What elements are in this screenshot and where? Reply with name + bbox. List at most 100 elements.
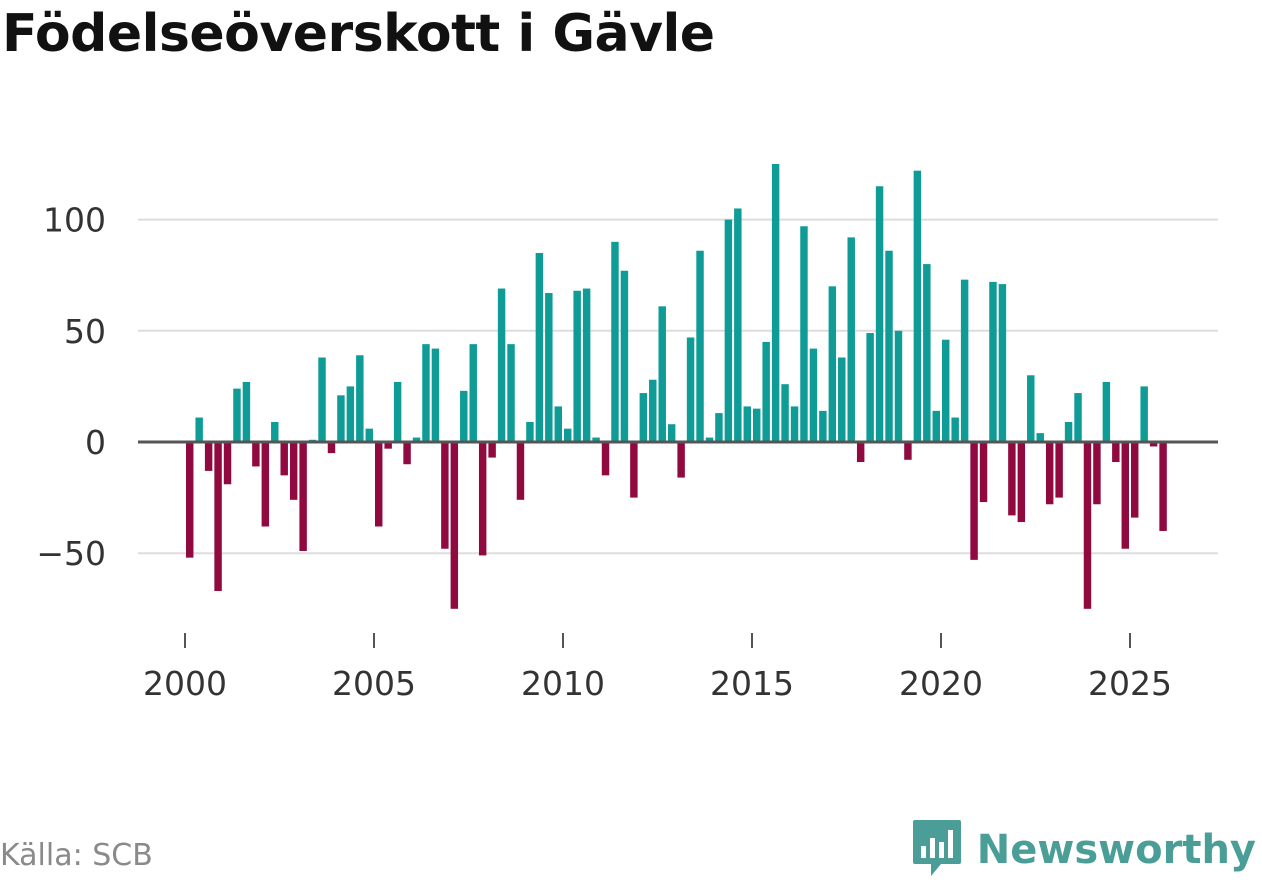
y-tick-label: 50 [64, 312, 106, 351]
bar [450, 442, 459, 609]
bar [979, 442, 988, 503]
bar [838, 357, 846, 442]
bar [327, 442, 336, 454]
bar [743, 406, 751, 442]
bar [1017, 442, 1026, 523]
bar [460, 390, 468, 442]
bar [989, 281, 997, 442]
bar [809, 348, 818, 442]
bar [1027, 375, 1035, 442]
x-tick-label: 2025 [1088, 664, 1172, 703]
bar [233, 388, 241, 442]
bar [894, 330, 903, 442]
bar [828, 286, 837, 442]
bar [715, 413, 723, 442]
bar [582, 288, 591, 442]
bar [601, 442, 610, 476]
bar [337, 395, 345, 442]
bar [1036, 433, 1044, 442]
bar [1045, 442, 1054, 505]
x-tick-label: 2005 [332, 664, 416, 703]
brand-name: Newsworthy [976, 827, 1256, 873]
bar [620, 270, 629, 442]
bar [242, 381, 251, 442]
bar [1008, 442, 1016, 516]
bar [195, 417, 203, 442]
bar [1064, 421, 1073, 442]
bar [856, 442, 865, 463]
bar [469, 344, 477, 442]
y-tick-label: −50 [36, 534, 106, 573]
bar [1093, 442, 1101, 505]
bar [1074, 393, 1082, 442]
bar [819, 410, 827, 442]
bar [1159, 442, 1167, 531]
bar [384, 442, 392, 449]
bar [422, 344, 430, 442]
bar [686, 337, 695, 442]
bar [299, 442, 307, 551]
bar [214, 442, 222, 592]
bar [516, 442, 525, 500]
grid-lines [138, 218, 1218, 555]
bar [393, 381, 402, 442]
bar [847, 237, 855, 442]
bar [696, 250, 704, 442]
x-tick-label: 2010 [521, 664, 605, 703]
bar [507, 344, 515, 442]
bar [403, 442, 411, 465]
bar [998, 284, 1007, 442]
bar [271, 421, 279, 442]
newsworthy-logo-icon [911, 818, 963, 882]
bar [667, 424, 676, 442]
bar [630, 442, 638, 498]
bar [564, 428, 572, 442]
bar [875, 186, 884, 442]
bar [252, 442, 260, 467]
bar [1140, 386, 1148, 442]
bar [923, 264, 931, 442]
bar [724, 219, 733, 442]
chart-title: Födelseöverskott i Gävle [2, 4, 715, 64]
brand-logo[interactable]: Newsworthy [911, 818, 1256, 882]
bar [535, 252, 544, 442]
bar [771, 164, 780, 442]
bar [951, 417, 959, 442]
bar [885, 250, 893, 442]
bar [356, 355, 364, 442]
bars [186, 164, 1167, 609]
bar [223, 442, 232, 485]
bar [781, 384, 789, 442]
bar [734, 208, 742, 442]
bar [488, 442, 496, 458]
bar [365, 428, 373, 442]
bar [753, 408, 761, 442]
bar [545, 292, 553, 442]
bar [960, 279, 969, 442]
bar [677, 442, 685, 478]
bar [800, 226, 808, 442]
bar [639, 393, 648, 442]
bar [1102, 381, 1111, 442]
bar [441, 442, 449, 549]
bar [186, 442, 194, 558]
bar [289, 442, 298, 500]
bar [573, 290, 581, 442]
bar [318, 357, 326, 442]
bar [942, 339, 950, 442]
x-axis-ticks: 2000 2005 2010 2015 2020 2025 [143, 633, 1172, 703]
source-note: Källa: SCB [0, 838, 153, 873]
y-tick-label: 100 [43, 201, 106, 240]
bar [1121, 442, 1129, 549]
bar [346, 386, 355, 442]
bar [261, 442, 270, 527]
x-tick-label: 2015 [710, 664, 794, 703]
bar [611, 241, 619, 442]
bar [904, 442, 912, 460]
bar [592, 437, 600, 442]
bar [932, 410, 940, 442]
bar [1131, 442, 1139, 518]
x-tick-label: 2020 [899, 664, 983, 703]
bar [970, 442, 978, 560]
